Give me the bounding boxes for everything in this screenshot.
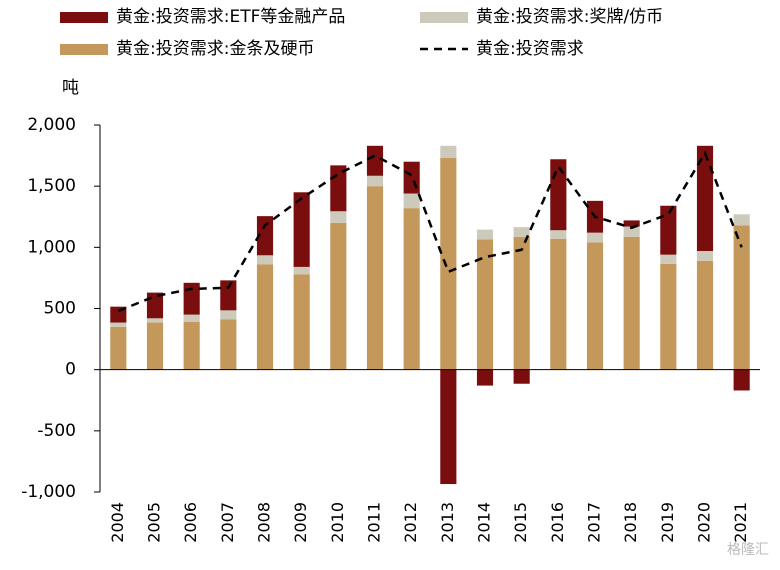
bar-segment: [146, 318, 164, 323]
bar-segment: [660, 205, 677, 255]
x-tick-label: 2020: [695, 502, 714, 543]
x-tick-label: 2007: [218, 502, 237, 543]
x-tick-label: 2019: [658, 502, 677, 543]
bar-segment: [550, 230, 567, 239]
bar-segment: [733, 225, 750, 370]
bar-segment: [403, 208, 420, 370]
bar-segment: [366, 175, 384, 187]
bar-segment: [586, 242, 604, 370]
bar-segment: [440, 158, 457, 370]
bar-segment: [513, 227, 530, 237]
bar-segment: [403, 161, 420, 194]
y-tick-label: 0: [65, 360, 76, 380]
bar-segment: [623, 226, 640, 237]
x-tick-label: 2017: [585, 502, 604, 543]
bar-segment: [366, 145, 384, 176]
x-tick-label: 2005: [145, 502, 164, 543]
bar-segment: [220, 310, 237, 320]
legend-swatch: [60, 12, 108, 23]
bar-segment: [513, 369, 530, 384]
x-tick-label: 2015: [511, 502, 530, 543]
bar-segment: [550, 238, 567, 370]
bar-segment: [330, 222, 347, 370]
y-tick-label: 500: [44, 299, 76, 319]
bar-segment: [220, 280, 237, 311]
x-tick-label: 2008: [255, 502, 274, 543]
y-tick-label: -500: [37, 421, 76, 441]
y-tick-label: 1,500: [27, 176, 76, 196]
bar-segment: [696, 260, 714, 370]
x-tick-label: 2010: [328, 502, 347, 543]
legend-swatch: [60, 44, 108, 55]
bar-segment: [513, 236, 530, 370]
x-tick-label: 2021: [731, 502, 750, 543]
bar-segment: [696, 145, 714, 252]
bar-segment: [146, 322, 164, 370]
y-tick-label: 2,000: [27, 115, 76, 135]
total-line: [117, 150, 743, 313]
x-tick-label: 2014: [475, 502, 494, 543]
bar-segment: [660, 254, 677, 264]
x-tick-label: 2009: [291, 502, 310, 543]
bar-segment: [110, 322, 127, 327]
x-tick-label: 2016: [548, 502, 567, 543]
bar-segment: [696, 251, 714, 261]
y-axis-label: 吨: [62, 78, 79, 98]
legend-label: 黄金:投资需求:奖牌/仿币: [476, 7, 663, 27]
legend-swatch: [420, 12, 468, 23]
legend-label: 黄金:投资需求:金条及硬币: [116, 39, 314, 59]
bar-segment: [293, 192, 310, 267]
bar-segment: [586, 232, 604, 243]
bar-segment: [440, 369, 457, 485]
bar-segment: [146, 292, 164, 319]
watermark: 格隆汇: [727, 542, 769, 558]
bar-segment: [293, 266, 310, 275]
bar-segment: [476, 239, 494, 370]
bar-segment: [293, 274, 310, 370]
bar-segment: [660, 263, 677, 370]
bar-segment: [256, 255, 274, 265]
y-tick-label: -1,000: [21, 482, 76, 502]
legend-label: 黄金:投资需求:ETF等金融产品: [116, 7, 345, 27]
bar-segment: [623, 236, 640, 370]
bar-segment: [476, 369, 494, 386]
bar-segment: [366, 186, 384, 370]
bar-segment: [550, 159, 567, 231]
bar-segment: [256, 264, 274, 370]
x-tick-label: 2006: [181, 502, 200, 543]
x-tick-label: 2004: [108, 502, 127, 543]
x-tick-label: 2018: [621, 502, 640, 543]
bar-segment: [183, 321, 200, 370]
bar-segment: [733, 369, 750, 391]
x-tick-label: 2011: [365, 502, 384, 543]
bar-segment: [256, 216, 274, 256]
bar-segment: [220, 319, 237, 370]
bar-segment: [623, 220, 640, 227]
bar-segment: [440, 145, 457, 159]
bar-segment: [733, 214, 750, 226]
bar-segment: [476, 229, 494, 240]
x-tick-label: 2012: [401, 502, 420, 543]
bar-segment: [183, 282, 200, 315]
x-tick-label: 2013: [438, 502, 457, 543]
bar-segment: [403, 193, 420, 209]
legend-label: 黄金:投资需求: [476, 39, 584, 59]
bar-segment: [330, 211, 347, 223]
bar-segment: [183, 314, 200, 322]
bar-segment: [110, 326, 127, 370]
y-tick-label: 1,000: [27, 237, 76, 257]
